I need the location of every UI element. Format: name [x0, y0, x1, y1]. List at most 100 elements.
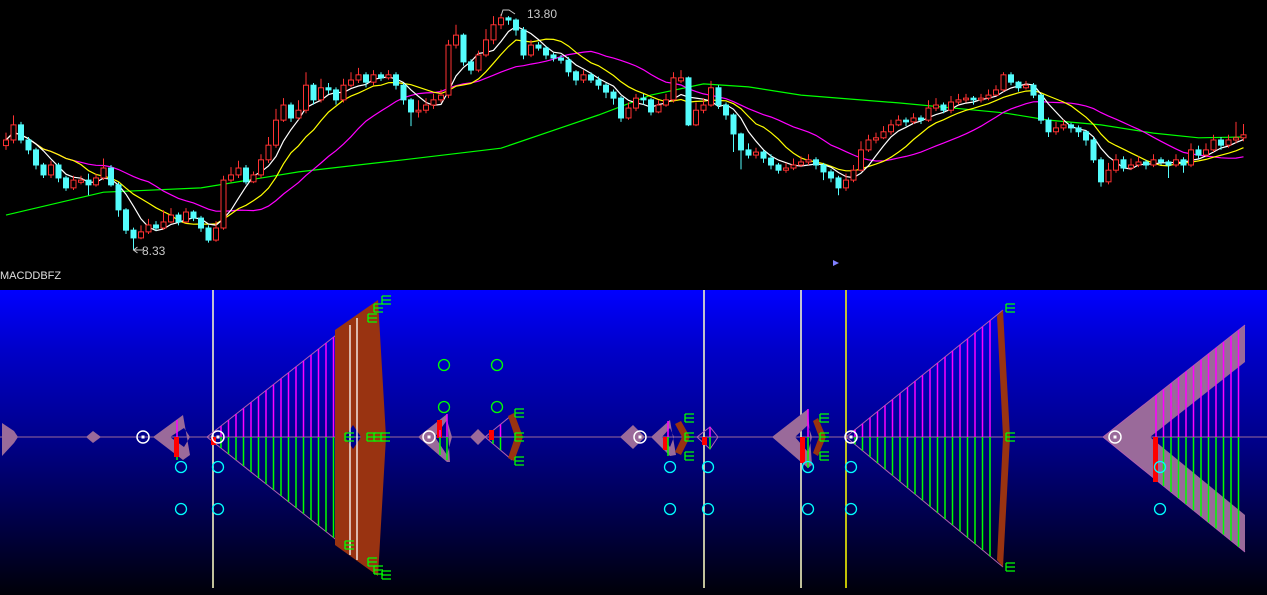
e-marker-icon: [381, 570, 391, 580]
candle: [1120, 156, 1127, 172]
candle-body: [258, 159, 264, 176]
e-marker-icon: [344, 432, 354, 442]
candle: [573, 70, 579, 86]
candle: [498, 14, 504, 30]
candle: [243, 165, 249, 185]
candle-body: [123, 209, 129, 231]
candle-body: [423, 104, 429, 111]
fan-d-outline: [1102, 324, 1246, 553]
candle-body: [610, 91, 617, 99]
ring-icon: [490, 358, 504, 372]
candle: [985, 89, 992, 101]
candle: [378, 72, 384, 81]
candle-body: [940, 104, 947, 111]
candle-body: [1225, 139, 1232, 146]
candle-body: [385, 74, 392, 79]
candle: [543, 46, 549, 60]
candle: [738, 132, 744, 170]
candle-body: [33, 149, 39, 166]
candle: [168, 208, 174, 224]
candle-body: [93, 177, 99, 186]
ring-icon: [844, 502, 858, 516]
candle-body: [850, 169, 857, 181]
candle: [130, 227, 137, 250]
candle-body: [108, 167, 114, 186]
candle-body: [768, 157, 774, 166]
candle: [873, 132, 879, 144]
candle-body: [1120, 159, 1127, 169]
candle: [115, 182, 122, 217]
ring-icon: [490, 400, 504, 414]
candle: [805, 154, 812, 166]
candle-body: [115, 184, 122, 211]
candle: [400, 83, 407, 105]
candle: [453, 24, 459, 49]
candle: [1030, 83, 1037, 99]
candle: [1173, 154, 1179, 168]
candle-body: [1083, 131, 1089, 141]
red-bar: [663, 437, 668, 450]
candle: [1225, 134, 1232, 148]
candle: [918, 115, 924, 125]
chevron-band: [1103, 325, 1245, 552]
candle: [753, 147, 759, 159]
candle: [993, 85, 999, 96]
small-diamond: [470, 429, 486, 445]
candle: [768, 154, 774, 170]
candle: [580, 70, 587, 84]
candle: [1008, 72, 1014, 86]
ring-icon: [211, 460, 225, 474]
candle-body: [1203, 149, 1209, 156]
candle: [678, 70, 684, 84]
candle-body: [738, 133, 744, 151]
candle-body: [1165, 161, 1172, 166]
candle-body: [970, 97, 977, 101]
candle: [693, 102, 699, 127]
small-diamond: [86, 431, 101, 443]
candle-body: [1075, 127, 1082, 133]
candle-body: [550, 54, 557, 59]
candle: [888, 119, 894, 135]
target-icon: [422, 430, 436, 444]
candle-body: [760, 151, 767, 159]
candle: [280, 98, 287, 122]
candle-body: [63, 177, 69, 189]
candle: [333, 87, 339, 105]
candle-body: [753, 151, 759, 156]
candle-body: [498, 17, 504, 26]
candle: [940, 102, 947, 114]
ring-icon: [663, 460, 677, 474]
e-marker-icon: [367, 557, 377, 567]
brown-band: [997, 310, 1010, 567]
candle-body: [723, 104, 729, 116]
candle: [348, 72, 354, 88]
brown-band: [335, 300, 386, 576]
candle-body: [1180, 159, 1187, 166]
candle: [3, 132, 9, 150]
cursor-marker-icon: [833, 260, 839, 266]
candle: [40, 162, 47, 178]
candle: [1053, 121, 1059, 135]
ring-icon: [801, 502, 815, 516]
candle: [1023, 80, 1029, 90]
red-bar: [437, 420, 442, 438]
candle-body: [1030, 84, 1037, 96]
candle-body: [1023, 84, 1029, 89]
candle: [475, 50, 482, 73]
candle-body: [438, 94, 444, 101]
candle: [438, 89, 444, 103]
candle: [1210, 134, 1217, 153]
candle-body: [483, 39, 489, 56]
candle: [190, 210, 197, 222]
red-bar: [702, 437, 707, 445]
low-price-label: 8.33: [142, 244, 166, 258]
ring-icon: [437, 400, 451, 414]
candle: [1158, 157, 1164, 166]
candle: [1165, 159, 1172, 178]
candle-body: [1150, 159, 1157, 166]
candle-body: [843, 179, 849, 189]
candle: [903, 117, 909, 127]
e-marker-icon: [373, 565, 383, 575]
candle: [528, 39, 534, 58]
fan-a-outline: [206, 301, 379, 574]
